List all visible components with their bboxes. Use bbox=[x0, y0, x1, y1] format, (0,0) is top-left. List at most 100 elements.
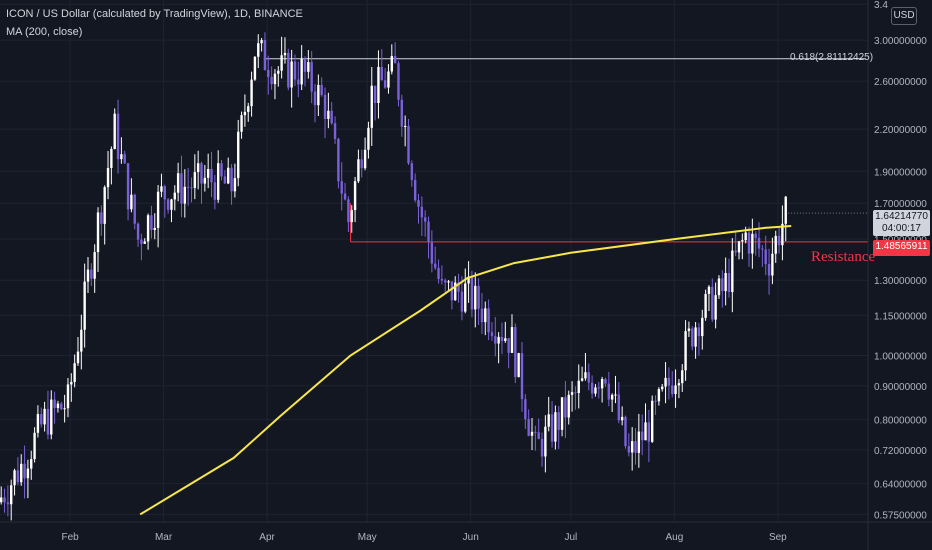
candle bbox=[594, 384, 597, 397]
candle bbox=[283, 37, 287, 64]
candle bbox=[227, 157, 230, 185]
candle bbox=[136, 222, 140, 247]
candle bbox=[223, 170, 227, 184]
candle bbox=[434, 246, 437, 271]
candle bbox=[644, 403, 647, 441]
candle bbox=[490, 322, 494, 341]
currency-button[interactable]: USD bbox=[891, 7, 917, 25]
candle bbox=[423, 210, 427, 237]
candle bbox=[784, 195, 787, 242]
candle bbox=[687, 321, 691, 338]
candle bbox=[564, 381, 567, 438]
candle bbox=[273, 69, 277, 100]
candle bbox=[143, 238, 146, 244]
price-axis[interactable]: 3.4 3.00000000 2.60000000 2.20000000 1.90000… bbox=[867, 0, 927, 550]
candle bbox=[0, 486, 3, 505]
candle bbox=[63, 394, 66, 423]
resistance-label: Resistance bbox=[811, 249, 876, 265]
candle bbox=[477, 278, 480, 325]
time-axis[interactable]: Feb Mar Apr May Jun Jul Aug Sep bbox=[0, 521, 932, 543]
candle bbox=[667, 367, 671, 400]
candle bbox=[330, 102, 333, 125]
candle bbox=[721, 270, 724, 308]
candle bbox=[500, 322, 504, 355]
candle bbox=[297, 61, 300, 98]
candle bbox=[23, 445, 26, 499]
candle bbox=[397, 60, 400, 107]
candle bbox=[183, 169, 187, 218]
candle bbox=[741, 233, 744, 260]
candle bbox=[580, 366, 584, 382]
candle bbox=[3, 488, 6, 513]
candle bbox=[353, 176, 357, 223]
candle bbox=[637, 413, 641, 468]
x-tick-label: Feb bbox=[61, 532, 79, 543]
candle bbox=[217, 150, 220, 203]
ma-200-line bbox=[139, 225, 792, 516]
candle bbox=[290, 49, 293, 108]
candle bbox=[617, 382, 621, 424]
candle bbox=[754, 231, 757, 256]
candle bbox=[704, 289, 707, 321]
candle bbox=[100, 205, 103, 236]
candle bbox=[126, 162, 130, 221]
y-tick-label: 3.4 bbox=[874, 0, 888, 11]
candle bbox=[707, 285, 711, 312]
candle bbox=[590, 375, 594, 399]
candle bbox=[50, 390, 53, 440]
candle bbox=[213, 174, 217, 210]
candle bbox=[243, 94, 247, 127]
candle bbox=[731, 238, 734, 313]
x-tick-label: Sep bbox=[769, 532, 787, 543]
y-tick-label: 0.57500000 bbox=[874, 510, 927, 521]
candle bbox=[200, 161, 203, 204]
candle bbox=[146, 213, 150, 250]
candle bbox=[46, 390, 50, 440]
candle bbox=[237, 119, 240, 187]
candle bbox=[711, 278, 714, 322]
candle bbox=[494, 317, 497, 357]
candle bbox=[310, 51, 313, 104]
candle bbox=[153, 213, 156, 240]
candle bbox=[10, 479, 13, 521]
candle bbox=[106, 150, 110, 200]
candlestick-series bbox=[0, 32, 787, 521]
candle bbox=[26, 459, 30, 499]
candle bbox=[176, 162, 180, 202]
candle bbox=[313, 83, 317, 123]
candle bbox=[440, 265, 444, 285]
candle bbox=[403, 115, 407, 147]
candle bbox=[103, 185, 106, 245]
candle bbox=[267, 55, 270, 95]
candle bbox=[270, 66, 273, 90]
candle bbox=[116, 99, 120, 174]
y-tick-label: 1.70000000 bbox=[874, 199, 927, 210]
candle bbox=[80, 314, 83, 370]
candle bbox=[487, 299, 490, 341]
candle bbox=[150, 205, 153, 239]
candle bbox=[604, 377, 607, 387]
x-tick-label: May bbox=[358, 532, 377, 543]
candle bbox=[517, 352, 520, 378]
candle bbox=[370, 67, 373, 146]
candle bbox=[357, 149, 360, 184]
candle bbox=[247, 102, 250, 122]
candle bbox=[554, 405, 557, 450]
y-tick-label: 3.00000000 bbox=[874, 36, 927, 47]
candle bbox=[510, 314, 514, 354]
candle bbox=[340, 162, 343, 211]
candle bbox=[120, 137, 123, 164]
candle bbox=[166, 198, 170, 214]
candle bbox=[410, 160, 414, 187]
last-price-value: 1.64214770 bbox=[875, 211, 928, 222]
chart-grid bbox=[0, 0, 868, 522]
indicator-label[interactable]: MA (200, close) bbox=[6, 26, 83, 38]
candle bbox=[777, 226, 781, 254]
candle bbox=[363, 137, 367, 171]
candle bbox=[530, 417, 534, 451]
candle bbox=[567, 390, 570, 425]
candle bbox=[437, 259, 440, 284]
ma-200-series bbox=[139, 225, 792, 516]
candle bbox=[520, 341, 524, 412]
